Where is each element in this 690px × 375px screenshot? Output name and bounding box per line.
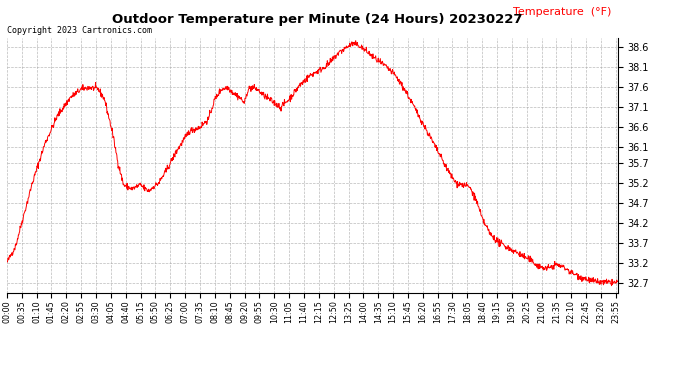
Text: Copyright 2023 Cartronics.com: Copyright 2023 Cartronics.com	[7, 26, 152, 35]
Text: Outdoor Temperature per Minute (24 Hours) 20230227: Outdoor Temperature per Minute (24 Hours…	[112, 13, 522, 26]
Text: Temperature  (°F): Temperature (°F)	[513, 7, 611, 17]
